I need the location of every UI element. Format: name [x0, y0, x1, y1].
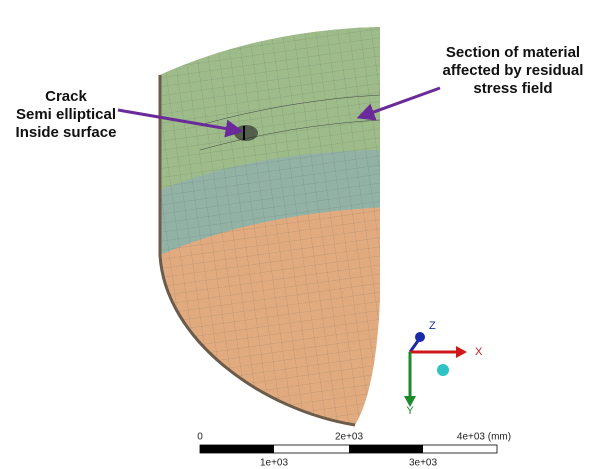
y-head: [404, 396, 416, 407]
model: [160, 27, 380, 425]
scale-segment: [200, 445, 274, 453]
crack-arrow: [117, 108, 244, 138]
scale-labels: 0 2e+03 4e+03 (mm) 1e+03 3e+03: [197, 432, 511, 469]
scale-bar: [199, 444, 498, 454]
view-ball: [437, 364, 449, 376]
crack-label: Inside surface: [16, 124, 117, 141]
crack-mesh: [234, 125, 258, 141]
mesh: [160, 27, 380, 425]
z-label: Z: [429, 320, 436, 332]
crack-label: Crack: [45, 88, 87, 105]
y-label: Y: [406, 405, 414, 417]
scale-segment: [349, 445, 423, 453]
refined-mesh: [199, 94, 380, 151]
crack-label: Semi elliptical: [16, 106, 116, 123]
x-head: [456, 346, 467, 358]
section-label: affected by residual: [443, 62, 584, 79]
scale-label: 4e+03 (mm): [457, 432, 511, 443]
triad: Z X Y: [404, 320, 483, 417]
section-label: stress field: [473, 80, 552, 97]
x-label: X: [475, 346, 483, 358]
scale-label: 0: [197, 432, 203, 443]
section-arrow: [356, 86, 441, 121]
shell-edge: [158, 75, 356, 427]
z-ball: [415, 332, 425, 342]
scale-label: 2e+03: [335, 432, 364, 443]
scale-label: 1e+03: [260, 458, 289, 469]
section-label: Section of material: [446, 44, 580, 61]
scale-label: 3e+03: [409, 458, 438, 469]
